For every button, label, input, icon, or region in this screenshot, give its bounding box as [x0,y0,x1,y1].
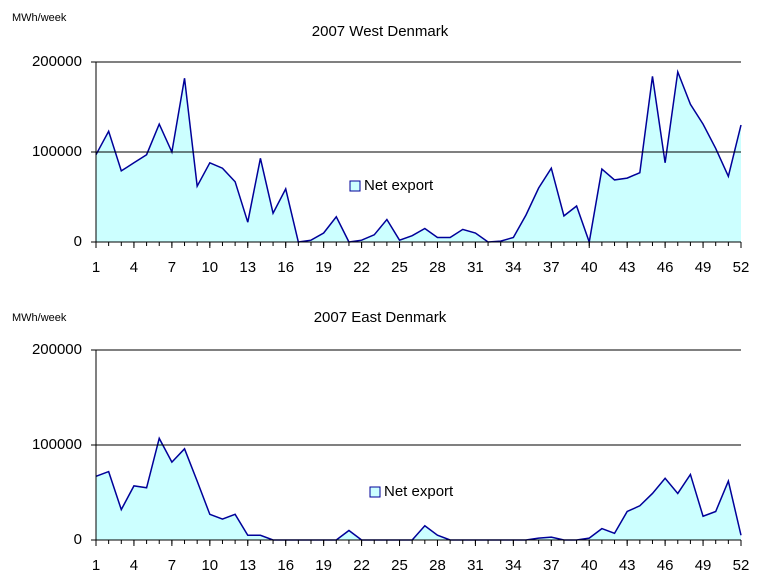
legend-label: Net export [364,177,434,194]
x-tick-label: 4 [130,259,138,276]
x-tick-label: 37 [543,259,560,276]
x-tick-label: 10 [201,259,218,276]
chart-title: 2007 West Denmark [312,23,449,40]
x-tick-label: 52 [733,557,750,574]
x-tick-label: 31 [467,259,484,276]
x-tick-label: 10 [201,557,218,574]
x-tick-label: 37 [543,557,560,574]
x-tick-label: 16 [277,557,294,574]
x-tick-label: 34 [505,259,522,276]
y-tick-label: 100000 [32,436,82,453]
x-tick-label: 4 [130,557,138,574]
y-axis-label: MWh/week [12,312,67,324]
x-tick-label: 49 [695,259,712,276]
x-tick-label: 22 [353,259,370,276]
x-tick-label: 31 [467,557,484,574]
x-tick-label: 34 [505,557,522,574]
x-tick-label: 43 [619,259,636,276]
y-axis-label: MWh/week [12,12,67,24]
x-tick-label: 28 [429,557,446,574]
y-tick-label: 200000 [32,53,82,70]
x-tick-label: 46 [657,259,674,276]
y-tick-label: 200000 [32,341,82,358]
y-tick-label: 0 [74,233,82,250]
x-tick-label: 19 [315,557,332,574]
x-tick-label: 7 [168,259,176,276]
x-tick-label: 1 [92,557,100,574]
x-tick-label: 7 [168,557,176,574]
x-tick-label: 13 [239,557,256,574]
x-tick-label: 1 [92,259,100,276]
chart-title: 2007 East Denmark [314,309,447,326]
x-tick-label: 16 [277,259,294,276]
line [95,436,742,541]
x-tick-label: 52 [733,259,750,276]
legend-swatch [349,180,361,192]
x-tick-label: 25 [391,259,408,276]
x-tick-label: 49 [695,557,712,574]
y-tick-label: 100000 [32,143,82,160]
x-tick-label: 19 [315,259,332,276]
legend-label: Net export [384,483,454,500]
x-tick-label: 43 [619,557,636,574]
x-tick-label: 22 [353,557,370,574]
y-tick-label: 0 [74,531,82,548]
x-tick-label: 28 [429,259,446,276]
x-tick-label: 40 [581,557,598,574]
area [96,438,741,540]
legend-swatch [369,486,381,498]
x-tick-label: 25 [391,557,408,574]
x-tick-label: 46 [657,557,674,574]
x-tick-label: 40 [581,259,598,276]
x-tick-label: 13 [239,259,256,276]
line [95,68,742,245]
area [96,71,741,243]
